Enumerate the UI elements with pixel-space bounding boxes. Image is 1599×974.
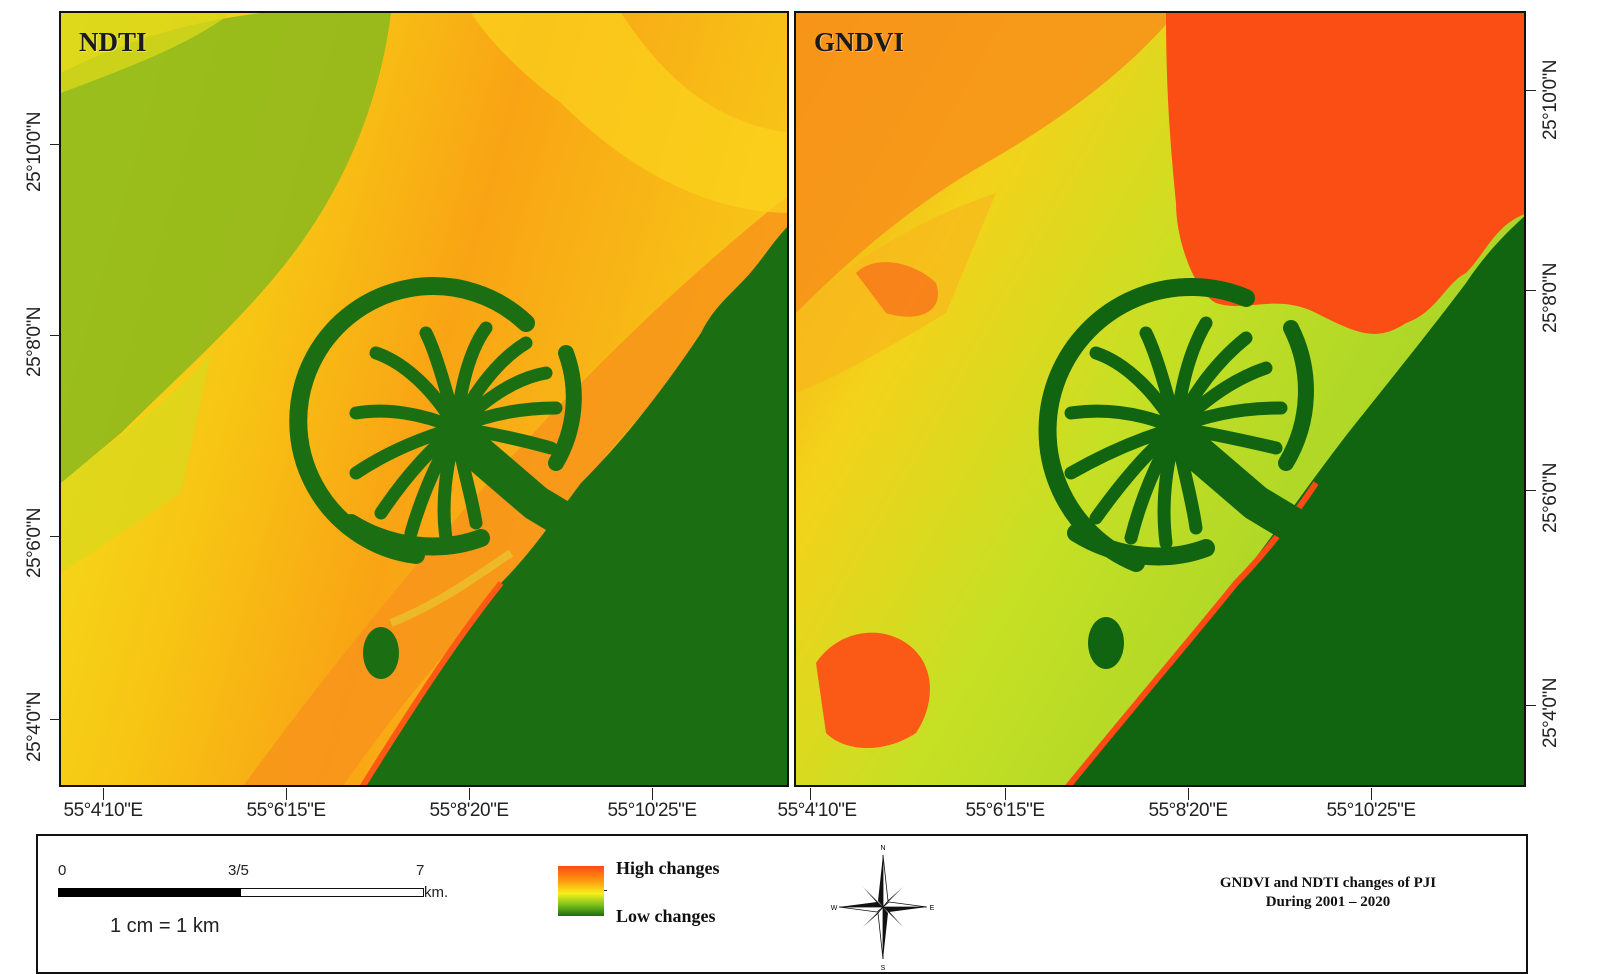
x-axis-label: 55°6'15"E [246, 800, 326, 821]
y-tick [1526, 705, 1536, 706]
gndvi-panel-label: GNDVI [814, 27, 905, 57]
scale-unit-label: km. [424, 884, 449, 901]
scale-mid-label: 3/5 [228, 862, 249, 879]
compass-n-label: N [880, 845, 885, 852]
gndvi-map-panel: GNDVI [794, 11, 1526, 787]
ndti-map-image [61, 13, 787, 785]
y-axis-label: 25°10'0"N [24, 111, 45, 192]
map-legend-box: 0 3/5 7 km. 1 cm = 1 km High changes Low… [36, 834, 1528, 974]
x-tick [1371, 788, 1372, 800]
y-tick [50, 536, 60, 537]
x-tick [1188, 788, 1189, 800]
y-axis-label: 25°6'0"N [24, 508, 45, 578]
x-tick [1005, 788, 1006, 800]
y-tick [1526, 490, 1536, 491]
compass-s-label: S [881, 965, 886, 972]
scale-start-label: 0 [58, 862, 67, 879]
map-title-line2: During 2001 – 2020 [1265, 894, 1391, 910]
compass-w-label: W [831, 905, 838, 912]
legend-high-label: High changes [616, 858, 720, 878]
y-axis-label: 25°8'0"N [24, 307, 45, 377]
map-title: GNDVI and NDTI changes of PJI During 200… [1168, 874, 1488, 912]
x-axis-label: 55°8'20"E [429, 800, 509, 821]
y-axis-label: 25°10'0"N [1540, 59, 1561, 140]
y-tick [50, 144, 60, 145]
x-axis-label: 55°10'25"E [607, 800, 697, 821]
x-axis-label: 55°10'25"E [1326, 800, 1416, 821]
x-axis-label: 55°4'10"E [777, 800, 857, 821]
map-title-line1: GNDVI and NDTI changes of PJI [1219, 875, 1437, 891]
compass-rose-icon: N S E W [831, 845, 935, 972]
x-tick [286, 788, 287, 800]
scale-bar-filled-segment [58, 888, 241, 897]
y-tick [50, 335, 60, 336]
y-tick [50, 719, 60, 720]
x-axis-label: 55°6'15"E [965, 800, 1045, 821]
legend-low-label: Low changes [616, 906, 716, 926]
color-ramp-legend [558, 866, 604, 916]
x-tick [469, 788, 470, 800]
compass-e-label: E [930, 905, 935, 912]
color-ramp-tick [604, 890, 607, 891]
x-axis-label: 55°8'20"E [1148, 800, 1228, 821]
y-tick [1526, 290, 1536, 291]
x-tick [810, 788, 811, 800]
y-tick [1526, 90, 1536, 91]
y-axis-label: 25°8'0"N [1540, 263, 1561, 333]
x-axis-label: 55°4'10"E [63, 800, 143, 821]
x-tick [103, 788, 104, 800]
gndvi-map-image [796, 13, 1524, 785]
y-axis-label: 25°4'0"N [24, 692, 45, 762]
scale-ratio-label: 1 cm = 1 km [110, 915, 220, 937]
y-axis-label: 25°6'0"N [1540, 463, 1561, 533]
ndti-panel-label: NDTI [79, 27, 147, 57]
y-axis-label: 25°4'0"N [1540, 678, 1561, 748]
ndti-map-panel: NDTI [59, 11, 789, 787]
x-tick [652, 788, 653, 800]
scale-end-label: 7 [416, 862, 425, 879]
